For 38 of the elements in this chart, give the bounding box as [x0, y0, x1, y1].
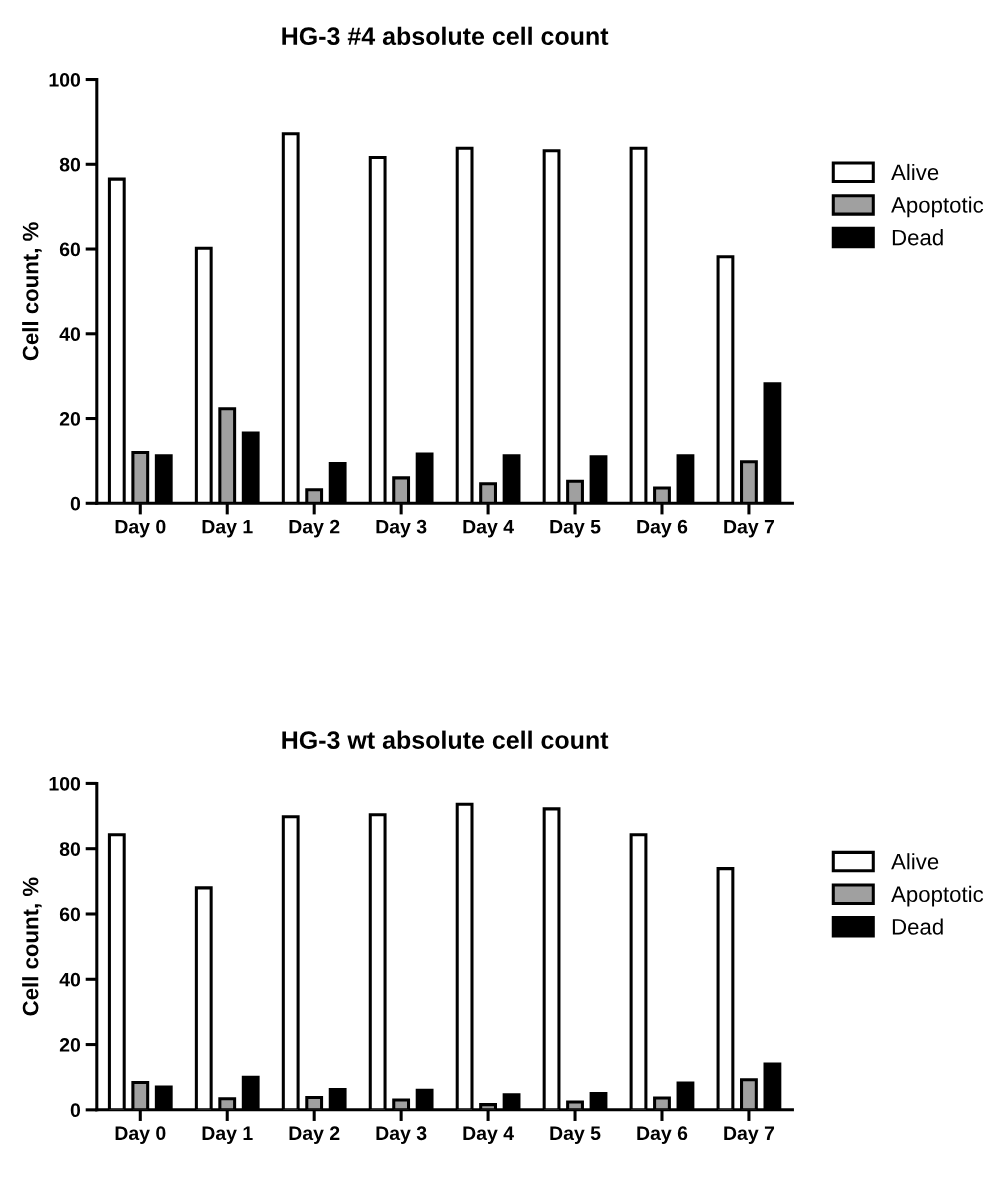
- x-tick-label: Day 7: [724, 519, 775, 538]
- legend-label: Dead: [892, 229, 943, 246]
- y-tick-label: 80: [59, 157, 81, 172]
- x-tick-label: Day 3: [376, 519, 427, 538]
- x-tick-label: Day 1: [202, 1126, 253, 1144]
- x-tick-label: Day 1: [202, 519, 253, 538]
- x-tick-label: Day 5: [550, 519, 601, 538]
- x-tick-label: Day 4: [463, 519, 514, 538]
- x-tick-label: Day 5: [550, 1126, 601, 1144]
- y-tick-label: 20: [59, 412, 81, 426]
- x-tick-label: Day 6: [637, 519, 688, 538]
- x-tick-label: Day 7: [724, 1126, 775, 1144]
- legend-label: Apoptotic: [891, 885, 984, 907]
- chart-title: HG-3 wt absolute cell count: [282, 730, 609, 749]
- y-tick-label: 100: [49, 73, 81, 87]
- y-axis-title: Cell count, %: [22, 222, 42, 361]
- y-tick-label: 20: [59, 1038, 81, 1052]
- x-tick-label: Day 6: [637, 1126, 688, 1144]
- y-tick-label: 0: [70, 496, 81, 511]
- y-axis-title: Cell count, %: [22, 877, 42, 1016]
- x-tick-label: Day 0: [115, 519, 166, 538]
- x-tick-label: Day 0: [115, 1126, 166, 1144]
- y-tick-label: 80: [59, 842, 81, 856]
- y-tick-label: 100: [49, 776, 81, 791]
- legend-label: Apoptotic: [891, 196, 984, 218]
- x-tick-label: Day 2: [289, 519, 340, 538]
- legend-label: Alive: [891, 853, 939, 870]
- y-tick-label: 0: [70, 1103, 81, 1118]
- x-tick-label: Day 3: [376, 1126, 427, 1144]
- y-tick-label: 60: [59, 907, 81, 922]
- legend-label: Dead: [892, 918, 943, 935]
- y-tick-label: 60: [59, 242, 81, 257]
- x-tick-label: Day 4: [463, 1126, 514, 1144]
- legend-label: Alive: [891, 163, 939, 181]
- y-tick-label: 40: [59, 327, 81, 342]
- y-tick-label: 40: [59, 972, 81, 987]
- chart-title: HG-3 #4 absolute cell count: [282, 26, 609, 46]
- x-tick-label: Day 2: [289, 1126, 340, 1144]
